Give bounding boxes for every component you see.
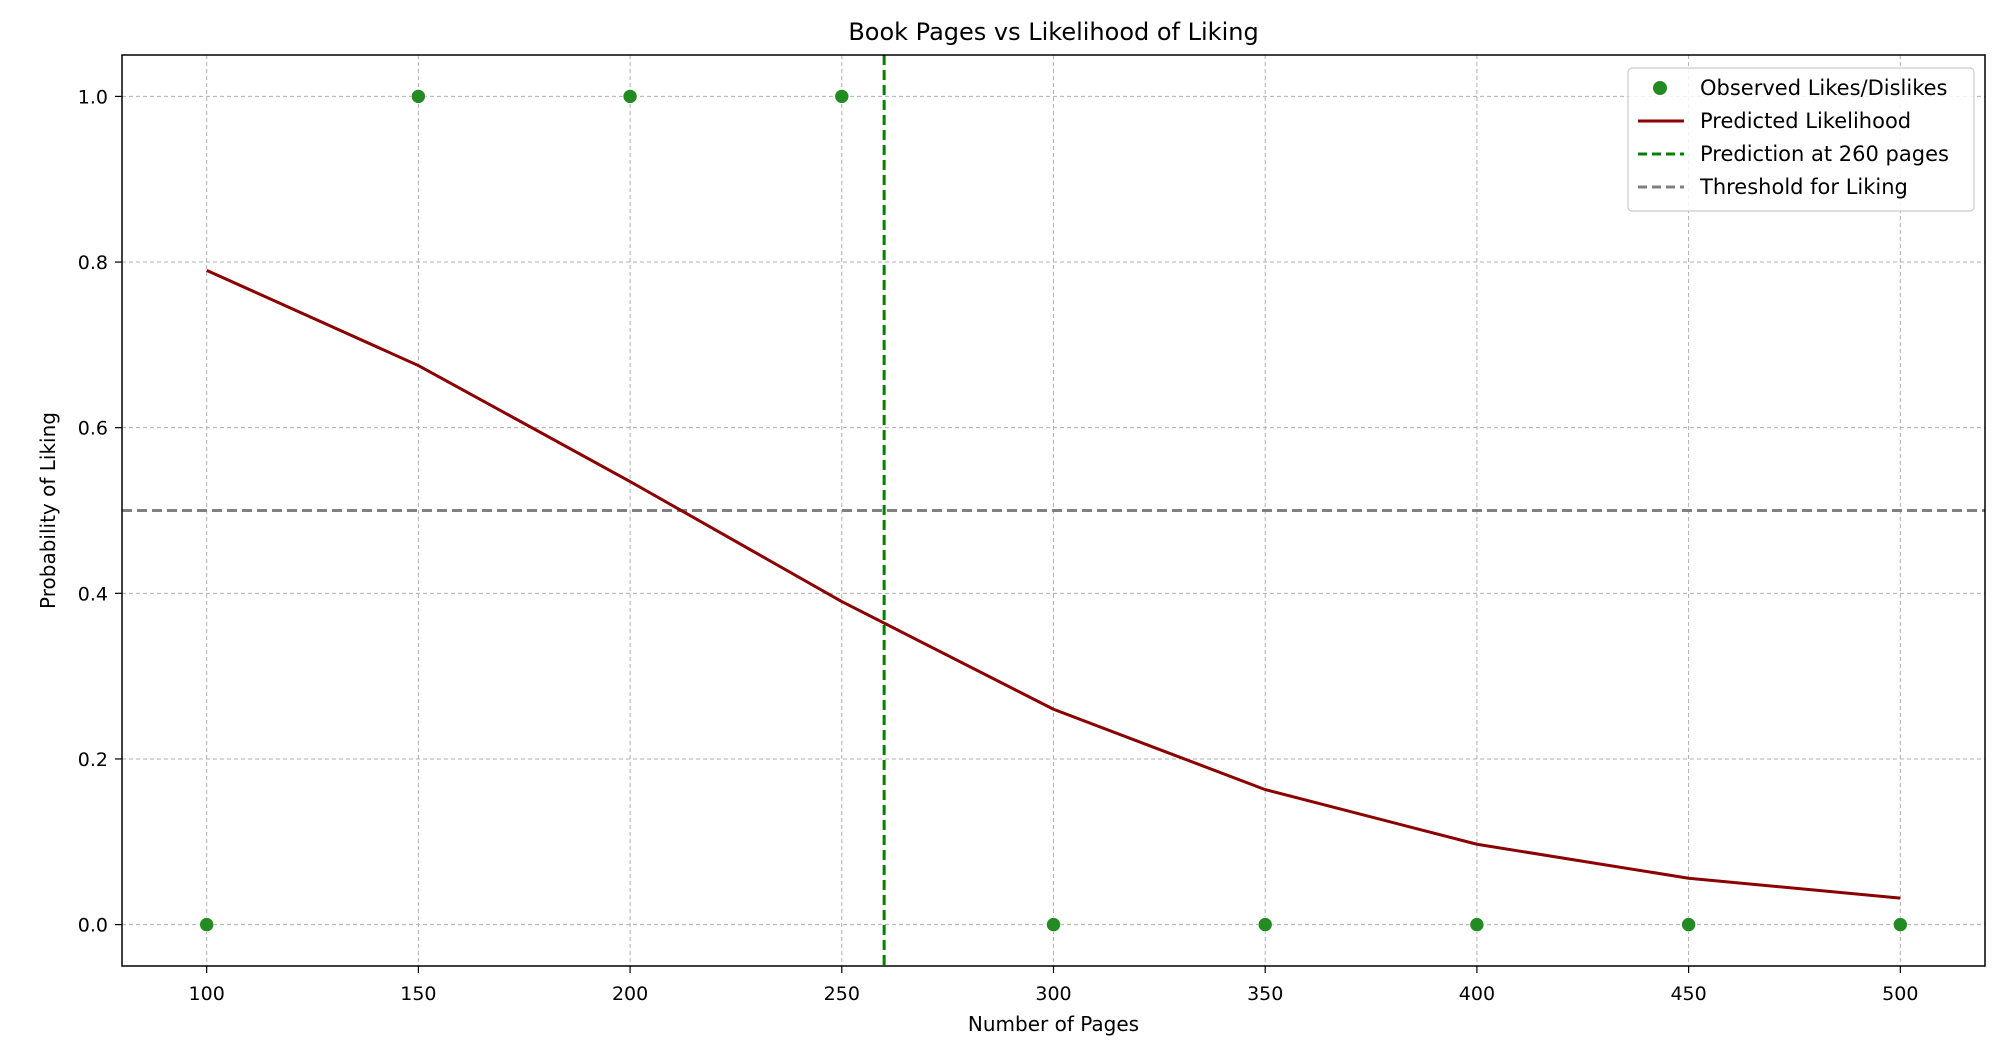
y-tick-label: 0.6 [78, 418, 108, 440]
x-axis-label: Number of Pages [968, 1012, 1139, 1036]
legend-item-observed: Observed Likes/Dislikes [1653, 76, 1947, 100]
chart-title: Book Pages vs Likelihood of Liking [848, 18, 1258, 46]
observed-point [1257, 917, 1273, 932]
legend-marker [1653, 81, 1667, 95]
legend: Observed Likes/Dislikes Predicted Likelih… [1627, 67, 1975, 212]
observed-point [1469, 917, 1485, 932]
legend-item-predicted: Predicted Likelihood [1638, 109, 1911, 133]
legend-item-prediction-260: Prediction at 260 pages [1638, 142, 1949, 166]
x-tick-label: 450 [1670, 983, 1706, 1005]
grid [122, 55, 1985, 966]
reference-lines [122, 55, 1985, 966]
x-tick-label: 350 [1247, 983, 1283, 1005]
y-tick-label: 1.0 [78, 86, 108, 108]
legend-label: Prediction at 260 pages [1700, 142, 1949, 166]
observed-point [1893, 917, 1908, 932]
y-tick-label: 0.2 [78, 749, 108, 771]
y-tick-label: 0.8 [78, 252, 108, 274]
observed-point [411, 89, 426, 104]
y-tick-label: 0.0 [78, 915, 108, 937]
legend-label: Observed Likes/Dislikes [1700, 76, 1947, 100]
y-tick-label: 0.4 [78, 583, 108, 605]
x-tick-label: 500 [1882, 983, 1918, 1005]
legend-item-threshold: Threshold for Liking [1638, 175, 1908, 199]
predicted-likelihood-line [206, 268, 1901, 900]
observed-point [1681, 917, 1696, 932]
legend-label: Predicted Likelihood [1700, 109, 1911, 133]
observed-point [622, 89, 638, 104]
x-tick-label: 300 [1035, 983, 1071, 1005]
x-tick-label: 100 [189, 983, 225, 1005]
x-tick-label: 400 [1459, 983, 1495, 1005]
observed-point [834, 89, 850, 104]
y-axis-label: Probability of Liking [36, 412, 60, 609]
x-tick-label: 200 [612, 983, 648, 1005]
legend-label: Threshold for Liking [1699, 175, 1908, 199]
series [199, 89, 1908, 932]
observed-point [1046, 917, 1061, 932]
observed-point [199, 917, 214, 932]
x-tick-label: 250 [824, 983, 860, 1005]
legend-box [1627, 67, 1975, 212]
axis-ticks: 100 150 200 250 300 350 400 450 500 0.0 0.2 0.4 0.6 0… [78, 86, 1919, 1005]
x-tick-label: 150 [400, 983, 436, 1005]
